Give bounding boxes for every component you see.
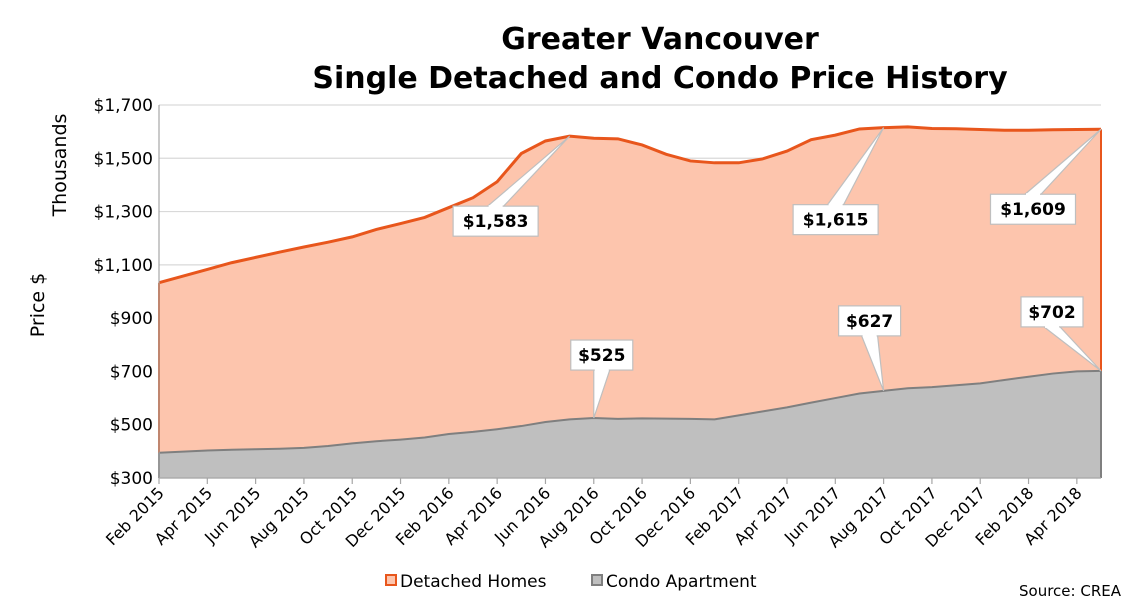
legend-label-condo-apartment: Condo Apartment [606,572,757,592]
callout-label: $702 [1028,303,1075,323]
legend-swatch-detached-homes [385,574,397,586]
legend: Detached Homes Condo Apartment [385,572,757,592]
value-callouts: $1,583 $1,615 $1,609 $525 $627 $702 [452,127,1102,419]
callout-525: $525 [570,339,634,419]
callout-box [1020,296,1084,328]
callout-label: $1,583 [463,212,529,232]
legend-label-detached-homes: Detached Homes [400,572,547,592]
y-axis-unit-label: Thousands [49,114,71,218]
callout-1609: $1,609 [989,128,1102,225]
callout-box [792,204,879,236]
chart-title-line-2: Single Detached and Condo Price History [312,61,1008,96]
y-tick-label: $700 [110,362,153,382]
callout-1615: $1,615 [792,127,885,236]
y-axis-ticks: $300 $500 $700 $900 $1,100 $1,300 $1,500 $1,700 [94,96,153,489]
legend-swatch-condo-apartment [591,574,603,586]
callout-702: $702 [1020,296,1102,372]
y-tick-label: $300 [110,469,153,489]
chart-title: Greater Vancouver Single Detached and Co… [312,22,1008,96]
y-tick-label: $500 [110,416,153,436]
y-tick-label: $1,500 [94,149,153,169]
callout-label: $627 [846,312,893,332]
line-condo-apartment [158,369,1102,454]
plot-areas [158,125,1102,478]
y-tick-label: $900 [110,309,153,329]
callout-label: $1,615 [803,211,869,231]
callout-box [570,339,634,371]
y-tick-label: $1,100 [94,256,153,276]
callout-box [989,193,1077,225]
callout-627: $627 [838,305,902,392]
area-condo-apartment [159,370,1101,478]
line-detached-homes [158,125,1102,285]
plot-frame [158,105,1101,479]
y-axis-label: Price $ [27,273,49,337]
callout-1583: $1,583 [452,135,571,237]
callout-label: $1,609 [1000,200,1066,220]
source-note: Source: CREA [1019,582,1122,600]
y-tick-label: $1,700 [94,96,153,116]
callout-label: $525 [578,346,625,366]
y-tick-label: $1,300 [94,203,153,223]
callout-box [452,205,539,237]
chart-title-line-1: Greater Vancouver [501,22,819,57]
